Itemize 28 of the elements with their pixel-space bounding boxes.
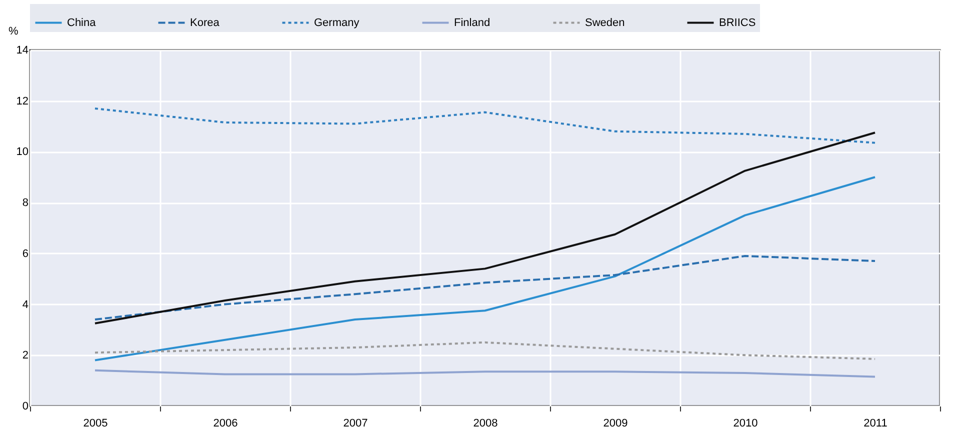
y-tick-label: 12: [16, 95, 28, 108]
x-tick-label: 2005: [83, 418, 108, 430]
legend-label: Sweden: [585, 16, 625, 29]
x-tick-label: 2009: [603, 418, 628, 430]
line-series: [94, 132, 876, 324]
x-tick-label: 2008: [473, 418, 498, 430]
line-series: [94, 107, 876, 144]
line-series: [94, 369, 876, 378]
y-tick-label: 2: [22, 350, 28, 362]
legend-label: China: [67, 16, 97, 29]
legend-label: BRIICS: [719, 16, 756, 29]
legend-label: Korea: [190, 16, 220, 29]
x-tick-label: 2006: [213, 418, 238, 430]
y-tick-label: 0: [22, 400, 28, 412]
line-series: [94, 176, 876, 362]
y-tick-label: 10: [16, 146, 28, 158]
y-tick-label: 8: [22, 197, 28, 210]
legend-label: Germany: [314, 16, 360, 29]
y-tick-label: 14: [16, 44, 28, 56]
legend-label: Finland: [454, 16, 490, 29]
line-series: [94, 341, 876, 360]
line-series: [94, 254, 876, 321]
x-tick-label: 2010: [733, 418, 758, 430]
x-tick-label: 2007: [343, 418, 368, 430]
x-tick-label: 2011: [864, 418, 888, 430]
y-axis-title: %: [8, 26, 18, 38]
y-tick-label: 4: [22, 298, 28, 311]
y-tick-label: 6: [22, 248, 28, 260]
